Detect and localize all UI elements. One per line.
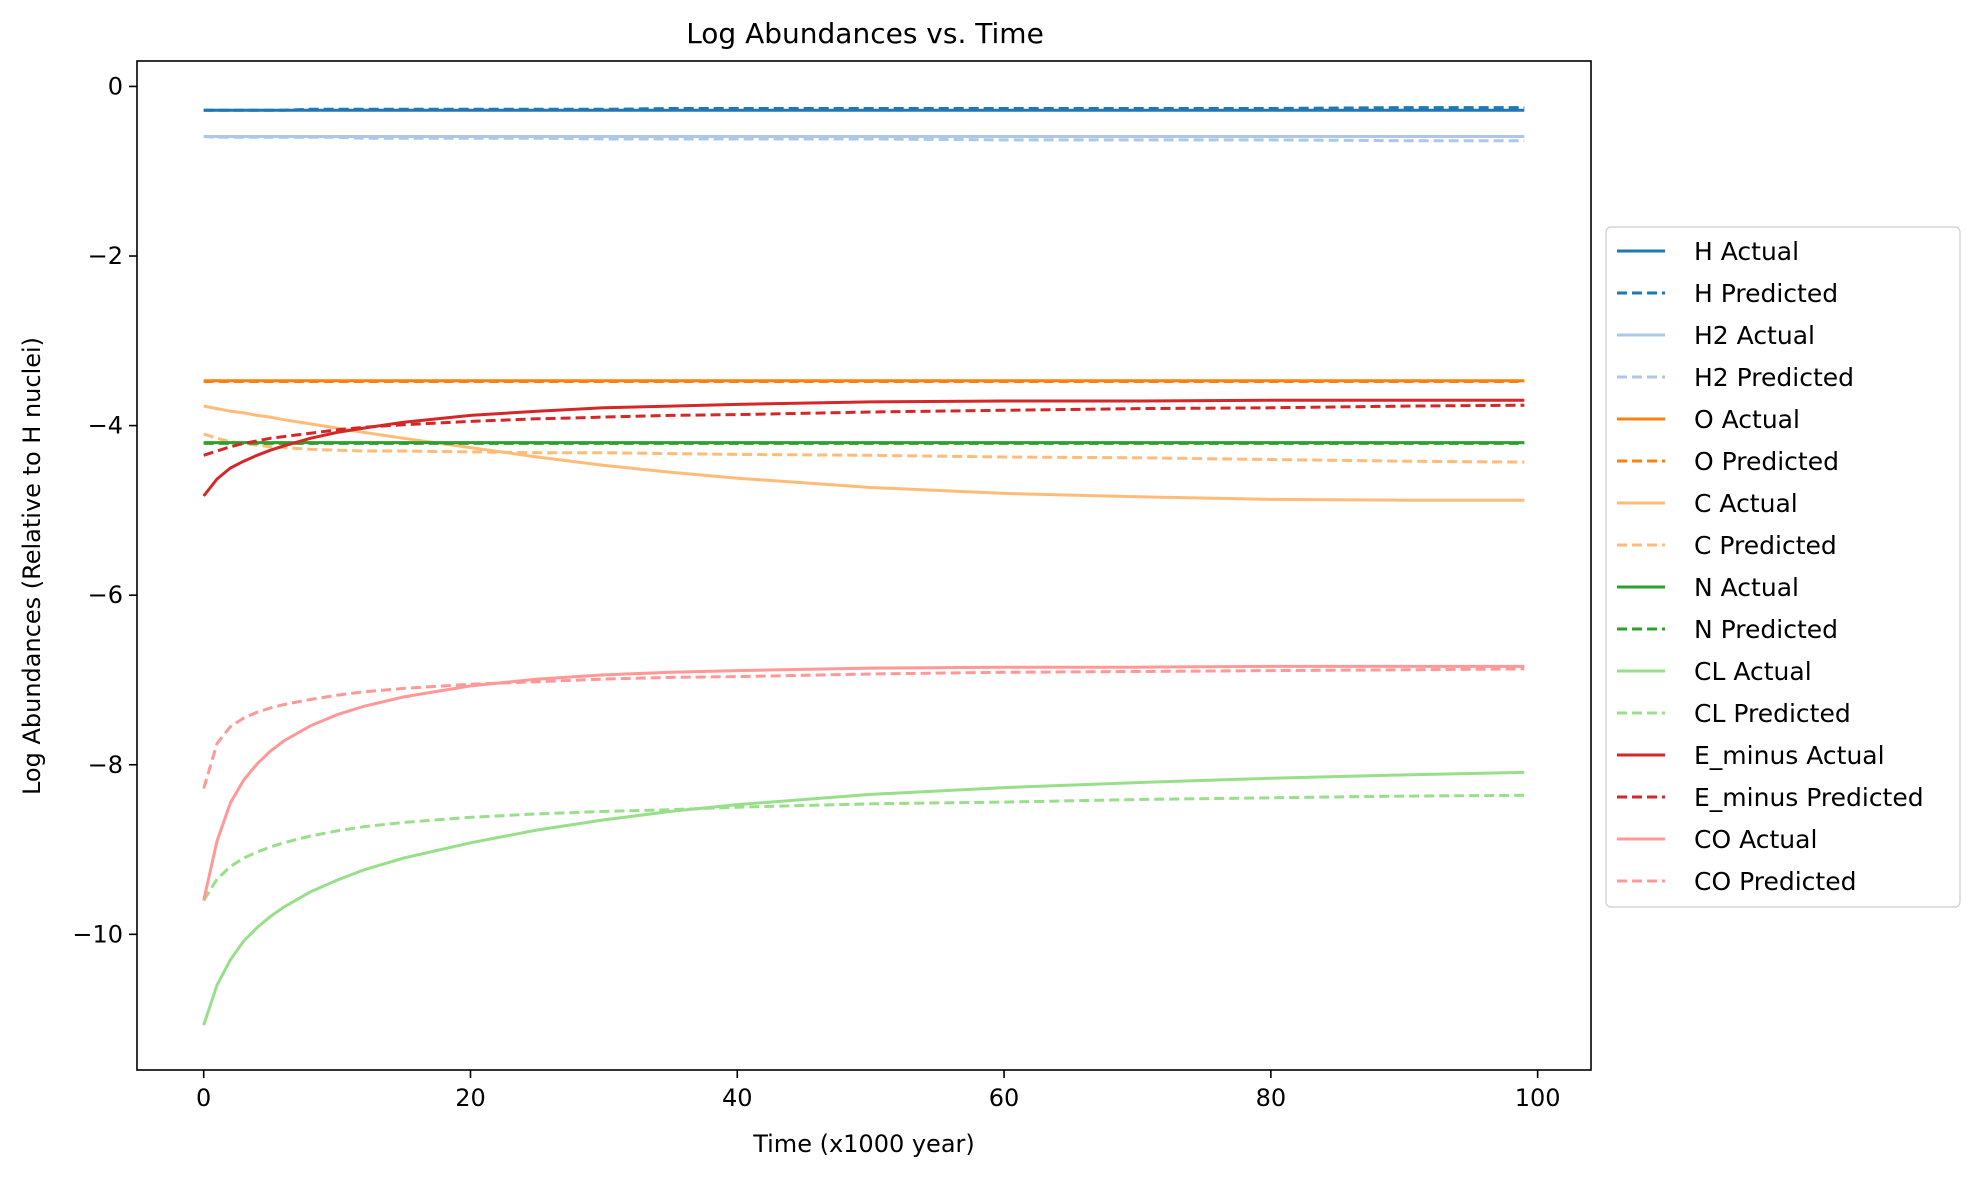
series-line-11: [202, 770, 1525, 1026]
y-tick-label: −4: [88, 412, 123, 440]
x-axis: 0 20 40 60 80 100: [196, 1070, 1561, 1112]
y-tick-label: 0: [108, 72, 123, 100]
series-line-15: [202, 664, 1525, 901]
legend-label: E_minus Predicted: [1694, 783, 1924, 812]
legend-label: O Actual: [1694, 405, 1800, 434]
legend-item: C Actual: [1617, 489, 1798, 518]
series-line-12: [202, 793, 1525, 902]
legend-label: CO Predicted: [1694, 867, 1856, 896]
series-line-4: [203, 135, 1525, 143]
legend-label: H Actual: [1694, 237, 1799, 266]
legend-item: H Predicted: [1617, 279, 1838, 308]
legend-frame: [1605, 226, 1961, 908]
chart-title: Log Abundances vs. Time: [686, 17, 1044, 50]
legend-item: N Predicted: [1617, 615, 1838, 644]
legend-label: H2 Predicted: [1694, 363, 1854, 392]
legend-label: CO Actual: [1694, 825, 1817, 854]
legend-item: E_minus Predicted: [1617, 783, 1924, 812]
series-line-16: [202, 667, 1525, 789]
legend-label: O Predicted: [1694, 447, 1839, 476]
y-tick-label: −6: [88, 581, 123, 609]
series-line-13: [202, 398, 1525, 497]
legend-item: E_minus Actual: [1617, 741, 1885, 770]
x-tick-label: 0: [196, 1084, 211, 1112]
x-tick-label: 100: [1515, 1084, 1561, 1112]
legend-label: C Predicted: [1694, 531, 1837, 560]
x-tick-label: 80: [1256, 1084, 1287, 1112]
x-tick-label: 20: [455, 1084, 486, 1112]
plot-area: 0 20 40 60 80 100 0 −2 −4 −6 −8 −10: [72, 60, 1592, 1112]
legend-item: O Predicted: [1617, 447, 1839, 476]
x-tick-label: 60: [989, 1084, 1020, 1112]
y-axis: 0 −2 −4 −6 −8 −10: [72, 72, 137, 948]
legend-label: CL Actual: [1694, 657, 1812, 686]
legend-label: N Actual: [1694, 573, 1799, 602]
x-tick-label: 40: [722, 1084, 753, 1112]
y-tick-label: −8: [88, 751, 123, 779]
legend-item: H Actual: [1617, 237, 1799, 266]
y-tick-label: −10: [72, 920, 123, 948]
legend-item: O Actual: [1617, 405, 1800, 434]
legend-label: H Predicted: [1694, 279, 1838, 308]
series-line-14: [203, 403, 1525, 457]
legend-label: E_minus Actual: [1694, 741, 1885, 770]
y-axis-label: Log Abundances (Relative to H nuclei): [18, 337, 46, 795]
legend-item: N Actual: [1617, 573, 1799, 602]
legend-label: H2 Actual: [1694, 321, 1815, 350]
legend-label: C Actual: [1694, 489, 1798, 518]
legend-item: CO Predicted: [1617, 867, 1856, 896]
legend-item: H2 Predicted: [1617, 363, 1854, 392]
plot-frame: [136, 60, 1592, 1071]
y-tick-label: −2: [88, 242, 123, 270]
legend-item: CL Predicted: [1617, 699, 1851, 728]
legend-label: CL Predicted: [1694, 699, 1851, 728]
x-axis-label: Time (x1000 year): [752, 1130, 975, 1158]
series-line-7: [203, 404, 1525, 502]
legend-item: CO Actual: [1617, 825, 1817, 854]
legend: H Actual H Predicted H2 Actual H2 Predicted…: [1605, 226, 1961, 908]
legend-label: N Predicted: [1694, 615, 1838, 644]
legend-item: C Predicted: [1617, 531, 1837, 560]
legend-item: H2 Actual: [1617, 321, 1815, 350]
legend-item: CL Actual: [1617, 657, 1812, 686]
series-line-2: [203, 106, 1525, 112]
